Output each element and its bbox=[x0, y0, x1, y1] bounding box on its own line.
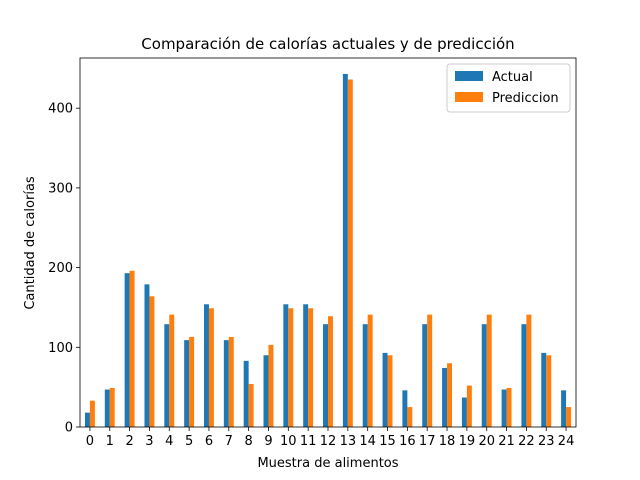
x-tick-label: 6 bbox=[205, 434, 213, 449]
y-tick-label: 100 bbox=[48, 341, 73, 356]
bar-actual-2 bbox=[124, 273, 130, 427]
bar-actual-16 bbox=[402, 390, 408, 427]
x-tick-label: 10 bbox=[280, 434, 297, 449]
x-tick-label: 17 bbox=[419, 434, 436, 449]
bar-prediccion-9 bbox=[268, 344, 274, 427]
bar-actual-24 bbox=[561, 390, 567, 427]
x-tick-label: 8 bbox=[244, 434, 252, 449]
x-tick-label: 18 bbox=[439, 434, 456, 449]
bar-actual-18 bbox=[442, 368, 448, 427]
bar-actual-9 bbox=[263, 355, 269, 427]
x-tick-label: 21 bbox=[498, 434, 515, 449]
bar-actual-17 bbox=[422, 324, 428, 427]
x-tick-label: 1 bbox=[106, 434, 114, 449]
bar-actual-0 bbox=[84, 412, 90, 427]
bar-prediccion-20 bbox=[486, 314, 492, 427]
x-axis-label: Muestra de alimentos bbox=[257, 456, 398, 471]
bar-prediccion-24 bbox=[566, 407, 572, 427]
bar-prediccion-4 bbox=[169, 314, 175, 427]
bar-actual-3 bbox=[144, 284, 150, 427]
bar-actual-20 bbox=[481, 324, 487, 427]
bar-actual-5 bbox=[184, 340, 190, 427]
bar-actual-6 bbox=[204, 304, 209, 427]
bar-prediccion-23 bbox=[546, 355, 552, 427]
bar-prediccion-10 bbox=[288, 308, 294, 427]
bar-prediccion-22 bbox=[526, 314, 532, 427]
bars-group bbox=[84, 73, 572, 428]
x-tick-label: 22 bbox=[518, 434, 535, 449]
x-ticks-group: 0 1 2 3 4 5 6 7 8 9 10 11 12 13 14 15 16 17 18 19 20 21 22 23 24 bbox=[86, 427, 575, 449]
bar-prediccion-8 bbox=[248, 383, 254, 427]
bar-prediccion-5 bbox=[189, 336, 195, 427]
x-tick-label: 23 bbox=[538, 434, 555, 449]
y-ticks-group: 0 100 200 300 400 bbox=[48, 102, 80, 436]
y-tick-label: 300 bbox=[48, 181, 73, 196]
bar-actual-22 bbox=[521, 324, 527, 427]
bar-prediccion-7 bbox=[228, 336, 234, 427]
legend-swatch-actual bbox=[455, 71, 483, 81]
y-axis-label: Cantidad de calorías bbox=[23, 176, 38, 310]
x-tick-label: 2 bbox=[125, 434, 133, 449]
y-tick-label: 400 bbox=[48, 102, 73, 117]
bar-actual-23 bbox=[541, 352, 547, 427]
bar-prediccion-19 bbox=[466, 385, 472, 427]
bar-prediccion-21 bbox=[506, 387, 512, 427]
bar-prediccion-18 bbox=[447, 363, 452, 427]
bar-actual-15 bbox=[382, 352, 388, 427]
bar-prediccion-2 bbox=[129, 270, 135, 427]
x-tick-label: 3 bbox=[145, 434, 153, 449]
y-tick-label: 0 bbox=[65, 421, 73, 436]
bar-actual-4 bbox=[164, 324, 170, 427]
bar-actual-7 bbox=[223, 340, 229, 427]
bar-prediccion-3 bbox=[149, 296, 155, 427]
legend-swatch-prediccion bbox=[455, 92, 483, 102]
legend: Actual Prediccion bbox=[446, 63, 571, 113]
x-tick-label: 9 bbox=[264, 434, 272, 449]
bar-prediccion-14 bbox=[367, 314, 373, 427]
x-tick-label: 7 bbox=[225, 434, 233, 449]
bar-actual-14 bbox=[362, 324, 368, 427]
bar-prediccion-16 bbox=[407, 407, 413, 427]
bar-actual-1 bbox=[104, 389, 110, 427]
bar-prediccion-17 bbox=[427, 314, 433, 427]
x-tick-label: 13 bbox=[340, 434, 357, 449]
bar-prediccion-6 bbox=[208, 308, 214, 427]
x-tick-label: 24 bbox=[558, 434, 575, 449]
y-tick-label: 200 bbox=[48, 261, 73, 276]
chart-title: Comparación de calorías actuales y de pr… bbox=[141, 35, 514, 53]
x-tick-label: 5 bbox=[185, 434, 193, 449]
x-tick-label: 12 bbox=[320, 434, 337, 449]
bar-actual-11 bbox=[303, 304, 309, 427]
bar-prediccion-1 bbox=[109, 387, 115, 427]
x-tick-label: 15 bbox=[379, 434, 396, 449]
x-tick-label: 11 bbox=[300, 434, 317, 449]
bar-prediccion-11 bbox=[308, 308, 314, 427]
legend-label-prediccion: Prediccion bbox=[492, 91, 559, 106]
bar-prediccion-15 bbox=[387, 355, 393, 427]
x-tick-label: 0 bbox=[86, 434, 94, 449]
bar-prediccion-12 bbox=[328, 316, 333, 427]
x-tick-label: 20 bbox=[478, 434, 495, 449]
x-tick-label: 16 bbox=[399, 434, 416, 449]
bar-actual-13 bbox=[342, 73, 348, 427]
bar-actual-10 bbox=[283, 304, 289, 427]
legend-label-actual: Actual bbox=[492, 70, 533, 85]
bar-actual-21 bbox=[501, 389, 507, 427]
bar-actual-8 bbox=[243, 360, 249, 427]
x-tick-label: 4 bbox=[165, 434, 173, 449]
x-tick-label: 14 bbox=[359, 434, 376, 449]
x-tick-label: 19 bbox=[459, 434, 476, 449]
bar-actual-19 bbox=[461, 397, 467, 427]
bar-prediccion-0 bbox=[89, 400, 95, 427]
bar-prediccion-13 bbox=[347, 79, 353, 428]
bar-actual-12 bbox=[323, 324, 328, 427]
